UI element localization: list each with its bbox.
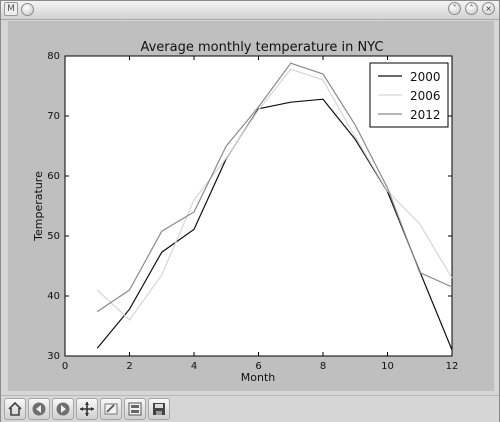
x-tick-label: 2 xyxy=(126,361,132,372)
x-axis-label: Month xyxy=(241,371,276,384)
home-icon xyxy=(8,401,22,416)
maximize-button[interactable]: ˄ xyxy=(465,2,478,15)
y-tick-label: 80 xyxy=(47,51,60,62)
pan-icon xyxy=(80,402,94,416)
series-line-2012 xyxy=(96,62,453,313)
series-lines xyxy=(96,62,453,351)
legend: 2000 2006 2012 xyxy=(369,62,449,128)
title-bar: M ˅ ˄ × xyxy=(1,1,499,20)
forward-button[interactable] xyxy=(52,398,74,420)
x-tick-label: 6 xyxy=(255,361,261,372)
x-tick-label: 0 xyxy=(62,361,68,372)
back-button[interactable] xyxy=(28,398,50,420)
home-button[interactable] xyxy=(4,398,26,420)
legend-label: 2012 xyxy=(410,108,441,122)
legend-label: 2006 xyxy=(410,89,441,103)
legend-label: 2000 xyxy=(410,70,441,84)
y-tick-label: 70 xyxy=(47,111,60,122)
minimize-button[interactable]: ˅ xyxy=(448,2,461,15)
series-line-2000 xyxy=(96,98,453,351)
zoom-icon xyxy=(104,403,118,415)
forward-icon xyxy=(56,402,70,416)
x-tick-label: 12 xyxy=(446,361,459,372)
save-icon xyxy=(153,403,165,415)
pan-button[interactable] xyxy=(76,398,98,420)
app-icon[interactable]: M xyxy=(4,2,18,16)
back-icon xyxy=(32,402,46,416)
navigation-toolbar xyxy=(1,395,499,422)
close-button[interactable]: × xyxy=(482,2,495,15)
x-tick-label: 8 xyxy=(320,361,326,372)
menu-button[interactable] xyxy=(21,2,34,16)
chart-title: Average monthly temperature in NYC xyxy=(140,40,383,55)
subplots-button[interactable] xyxy=(124,398,146,420)
x-tick-label: 10 xyxy=(381,361,394,372)
y-axis: 30 40 50 60 70 80 xyxy=(47,51,452,362)
y-tick-label: 30 xyxy=(47,351,60,362)
y-tick-label: 40 xyxy=(47,291,60,302)
save-button[interactable] xyxy=(148,398,170,420)
x-axis: 0 2 4 6 8 10 12 xyxy=(62,56,459,372)
chart-svg: Average monthly temperature in NYC 30405… xyxy=(32,40,459,384)
y-axis-label: Temperature xyxy=(32,171,45,242)
y-tick-label: 60 xyxy=(47,171,60,182)
x-tick-label: 4 xyxy=(191,361,197,372)
subplots-icon xyxy=(128,402,142,416)
series-line-2006 xyxy=(96,68,453,321)
zoom-button[interactable] xyxy=(100,398,122,420)
figure-canvas[interactable]: Average monthly temperature in NYC 30 40 5… xyxy=(8,21,494,391)
y-tick-label: 50 xyxy=(47,231,60,242)
